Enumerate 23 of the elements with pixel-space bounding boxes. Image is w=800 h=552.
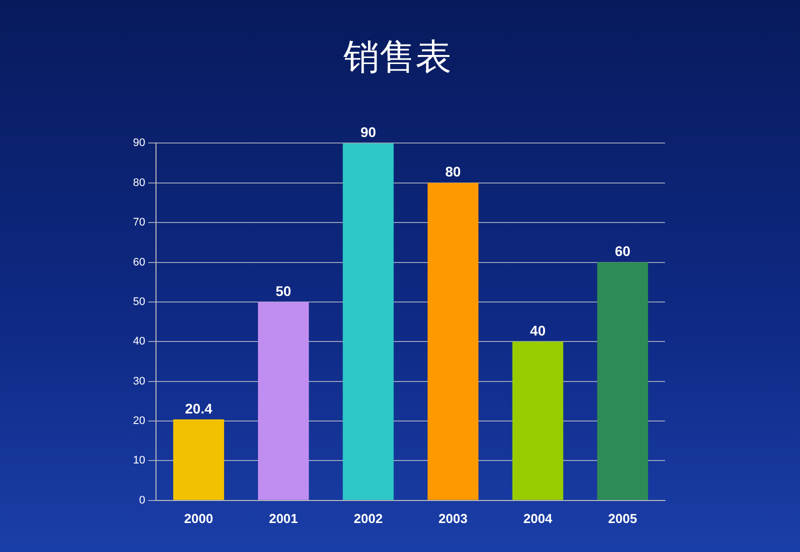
x-tick-label: 2005: [608, 510, 638, 526]
y-tick-label: 70: [132, 216, 146, 229]
data-label: 90: [360, 124, 376, 140]
data-label: 40: [530, 322, 546, 339]
x-tick-label: 2002: [354, 510, 383, 526]
y-tick-label: 0: [139, 494, 146, 506]
data-label: 20.4: [185, 400, 212, 416]
chart-title: 销售表: [342, 36, 452, 78]
x-tick-label: 2001: [268, 510, 298, 526]
y-tick-label: 40: [132, 336, 146, 348]
y-tick-label: 90: [132, 137, 146, 150]
data-label: 80: [445, 164, 462, 180]
y-tick-label: 50: [132, 296, 146, 308]
data-label: 60: [614, 243, 631, 260]
x-tick-label: 2003: [438, 510, 468, 526]
x-tick-label: 2004: [523, 510, 554, 526]
y-tick-label: 10: [132, 454, 146, 467]
data-label: 50: [276, 282, 292, 299]
y-tick-label: 80: [132, 176, 146, 189]
y-tick-label: 30: [132, 375, 146, 388]
y-tick-label: 20: [132, 415, 146, 428]
y-tick-label: 60: [132, 256, 146, 268]
x-tick-label: 2000: [184, 510, 214, 526]
